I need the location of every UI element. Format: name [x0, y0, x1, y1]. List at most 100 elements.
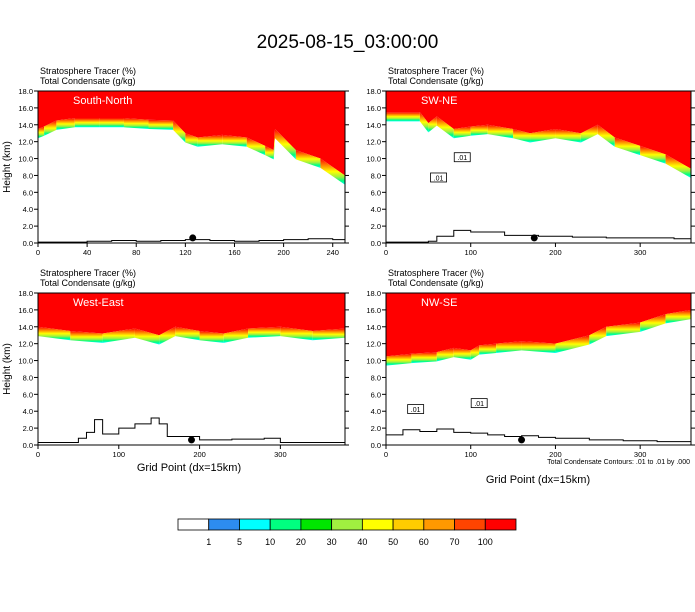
x-tick-label: 200	[549, 450, 562, 459]
plot-area	[38, 293, 345, 445]
tracer-transition-band	[665, 154, 691, 178]
x-tick-label: 200	[193, 450, 206, 459]
panel-frame	[385, 90, 692, 244]
y-tick-label: 12.0	[366, 340, 381, 349]
tracer-transition-band	[470, 345, 480, 360]
colorbar-swatch	[361, 518, 394, 531]
tracer-transition-band	[134, 328, 160, 345]
location-marker	[188, 436, 195, 444]
tracer-transition-band	[320, 158, 345, 185]
colorbar-label: 30	[327, 537, 337, 547]
contour-label: .01	[411, 407, 421, 414]
panel-header-line: Stratosphere Tracer (%)	[40, 66, 136, 76]
tracer-transition-band	[312, 328, 345, 341]
tracer-transition-band	[589, 326, 607, 345]
x-tick-label: 300	[274, 450, 287, 459]
y-axis-label: Height (km)	[2, 343, 13, 395]
colorbar-label: 100	[478, 537, 493, 547]
panel-4: Stratosphere Tracer (%)Total Condensate …	[366, 268, 695, 459]
x-tick-label: 0	[36, 248, 40, 257]
x-tick-label: 0	[36, 450, 40, 459]
colorbar-swatch	[484, 518, 517, 531]
x-tick-label: 0	[384, 450, 388, 459]
tracer-transition-band	[530, 129, 556, 143]
colorbar-swatch	[331, 518, 363, 531]
tracer-transition-band	[148, 119, 174, 130]
stratosphere-tracer-fill	[38, 91, 345, 176]
x-tick-label: 300	[634, 450, 647, 459]
y-tick-label: 10.0	[18, 155, 33, 164]
colorbar-swatch	[392, 518, 425, 531]
y-tick-label: 16.0	[18, 104, 33, 113]
panel-label: NW-SE	[421, 297, 457, 309]
y-tick-label: 14.0	[18, 323, 33, 332]
y-tick-label: 10.0	[18, 357, 33, 366]
tracer-transition-band	[614, 137, 641, 156]
tracer-transition-band	[436, 347, 454, 362]
tracer-transition-band	[386, 112, 420, 122]
terrain-line	[386, 229, 691, 243]
y-tick-label: 14.0	[366, 323, 381, 332]
location-marker	[530, 234, 538, 242]
y-tick-label: 6.0	[371, 188, 381, 197]
tracer-transition-band	[453, 126, 471, 139]
tracer-transition-band	[280, 326, 313, 341]
x-tick-label: 40	[83, 248, 91, 257]
contour-label-box	[453, 152, 471, 163]
panel-frame	[385, 292, 692, 446]
stratosphere-tracer-fill	[386, 91, 691, 169]
y-tick-label: 12.0	[18, 138, 33, 147]
contour-label-box	[430, 172, 447, 183]
tracer-transition-band	[159, 326, 176, 345]
y-tick-label: 12.0	[18, 340, 33, 349]
panels-group: Stratosphere Tracer (%)Total Condensate …	[2, 66, 695, 459]
plot-area: .01 .01	[386, 91, 691, 243]
y-tick-label: 18.0	[18, 87, 33, 96]
panel-header-line: Total Condensate (g/kg)	[388, 76, 484, 86]
tracer-transition-band	[222, 134, 247, 147]
tracer-transition-band	[38, 126, 45, 139]
y-tick-label: 2.0	[23, 222, 33, 231]
y-tick-label: 0.0	[371, 239, 381, 248]
tracer-transition-band	[513, 129, 531, 143]
colorbar-label: 5	[237, 537, 242, 547]
y-tick-label: 18.0	[18, 289, 33, 298]
colorbar-swatch	[423, 518, 455, 531]
tracer-transition-band	[496, 341, 522, 353]
tracer-transition-band	[411, 352, 437, 364]
y-tick-label: 0.0	[23, 441, 33, 450]
panel-1: Stratosphere Tracer (%)Total Condensate …	[2, 66, 349, 257]
contour-footnote: Total Condensate Contours: .01 to .01 by…	[547, 459, 690, 466]
tracer-transition-band	[487, 124, 514, 139]
x-tick-label: 200	[549, 248, 562, 257]
tracer-transition-band	[555, 129, 581, 143]
panel-label: South-North	[73, 95, 132, 107]
colorbar-label: 70	[450, 537, 460, 547]
tracer-transition-band	[640, 145, 666, 164]
tracer-transition-band	[295, 150, 321, 168]
tracer-transition-band	[275, 129, 296, 160]
location-marker	[518, 436, 526, 444]
y-tick-label: 16.0	[366, 306, 381, 315]
tracer-transition-band	[479, 343, 497, 355]
terrain-line	[38, 417, 345, 443]
panel-label: West-East	[73, 297, 124, 309]
y-tick-label: 8.0	[23, 373, 33, 382]
x-tick-label: 100	[464, 248, 477, 257]
y-tick-label: 12.0	[366, 138, 381, 147]
contour-label-box	[470, 398, 488, 409]
tracer-transition-band	[640, 314, 666, 332]
colorbar: 1 5 10 20 30 40 50 60 70 100	[177, 518, 517, 547]
x-tick-label: 100	[464, 450, 477, 459]
tracer-transition-band	[386, 353, 412, 366]
panel-header-line: Total Condensate (g/kg)	[40, 278, 136, 288]
y-tick-label: 6.0	[371, 390, 381, 399]
y-tick-label: 4.0	[23, 407, 33, 416]
panel-header-line: Stratosphere Tracer (%)	[388, 66, 484, 76]
tracer-transition-band	[199, 331, 224, 343]
y-tick-label: 6.0	[23, 390, 33, 399]
y-tick-label: 8.0	[371, 171, 381, 180]
y-tick-label: 8.0	[23, 171, 33, 180]
y-tick-label: 2.0	[371, 424, 381, 433]
stratosphere-tracer-fill	[386, 293, 691, 357]
